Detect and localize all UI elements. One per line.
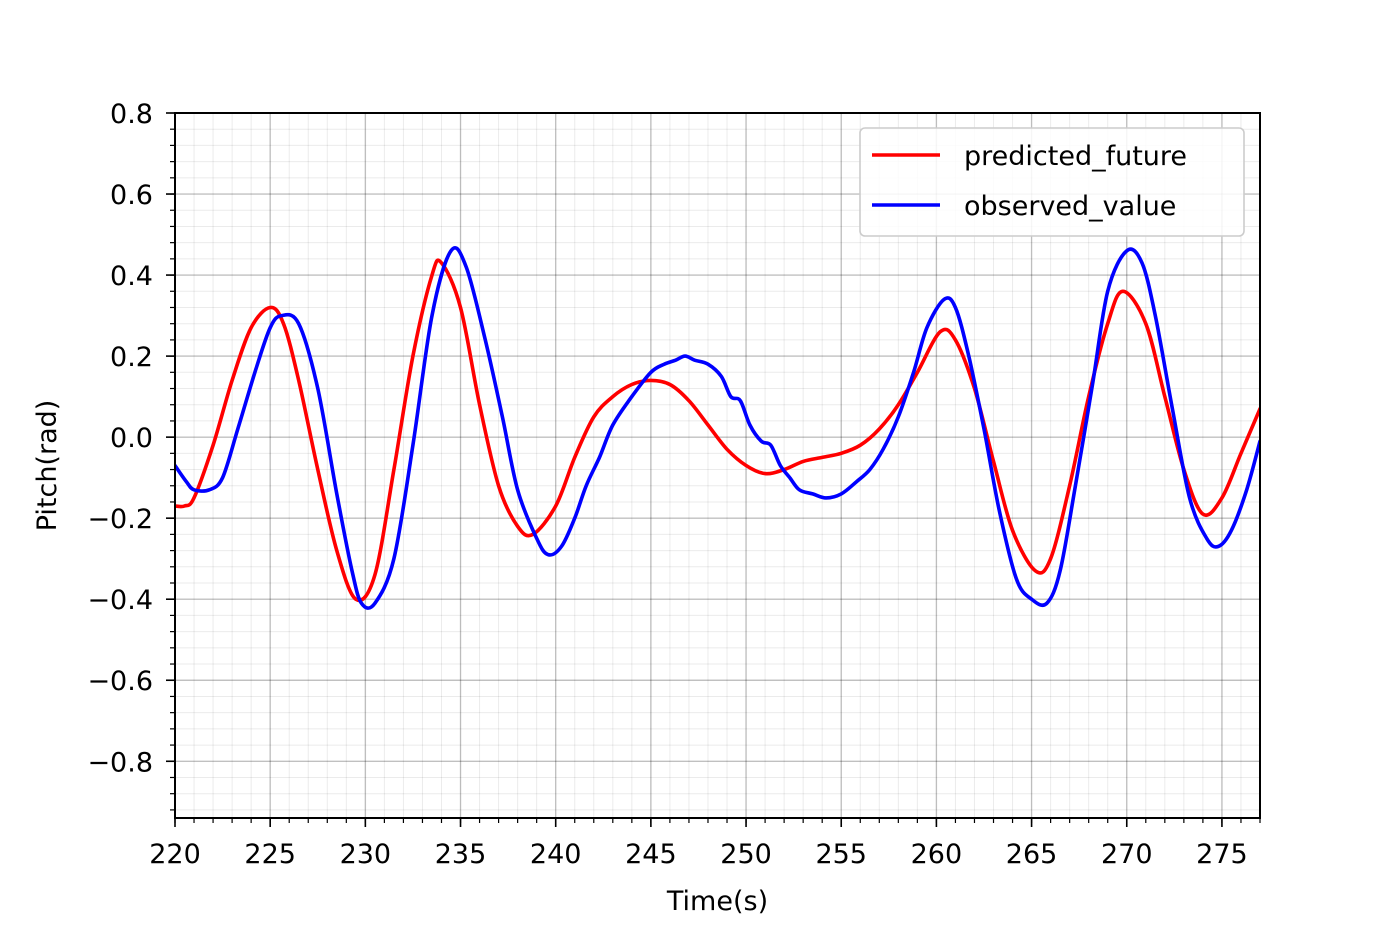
x-axis-title: Time(s) [666, 886, 768, 917]
x-tick-label: 260 [911, 839, 963, 870]
x-tick-label: 270 [1101, 839, 1153, 870]
x-tick-label: 240 [530, 839, 582, 870]
axis-ticks [166, 112, 1261, 827]
x-tick-label: 275 [1196, 839, 1248, 870]
y-tick-label: −0.2 [87, 504, 153, 535]
legend-box [859, 127, 1245, 237]
y-tick-label: 0.6 [110, 180, 153, 211]
legend-label-observed-value: observed_value [964, 191, 1176, 222]
x-tick-label: 225 [244, 839, 296, 870]
legend-label-predicted-future: predicted_future [964, 141, 1187, 172]
y-tick-label: 0.2 [110, 342, 153, 373]
x-tick-label: 265 [1006, 839, 1058, 870]
y-tick-label: −0.6 [87, 666, 153, 697]
series-line-predicted-future [175, 258, 1260, 603]
x-tick-label: 250 [720, 839, 772, 870]
y-tick-label: −0.8 [87, 747, 153, 778]
x-tick-label: 245 [625, 839, 677, 870]
x-tick-label: 230 [340, 839, 392, 870]
series-line-observed-value [175, 246, 1260, 610]
plot-frame [174, 112, 1261, 819]
y-tick-label: 0.4 [110, 261, 153, 292]
y-tick-label: 0.0 [110, 423, 153, 454]
series-layer [175, 246, 1260, 610]
y-tick-label: 0.8 [110, 99, 153, 130]
x-tick-label: 220 [149, 839, 201, 870]
legend: predicted_future observed_value [859, 127, 1245, 237]
x-tick-label: 255 [815, 839, 867, 870]
tick-labels: 220 225 230 235 240 245 250 255 260 265 270 275 0.8 0… [87, 99, 1247, 870]
x-tick-label: 235 [435, 839, 487, 870]
y-tick-label: −0.4 [87, 585, 153, 616]
y-axis-title: Pitch(rad) [32, 400, 63, 532]
